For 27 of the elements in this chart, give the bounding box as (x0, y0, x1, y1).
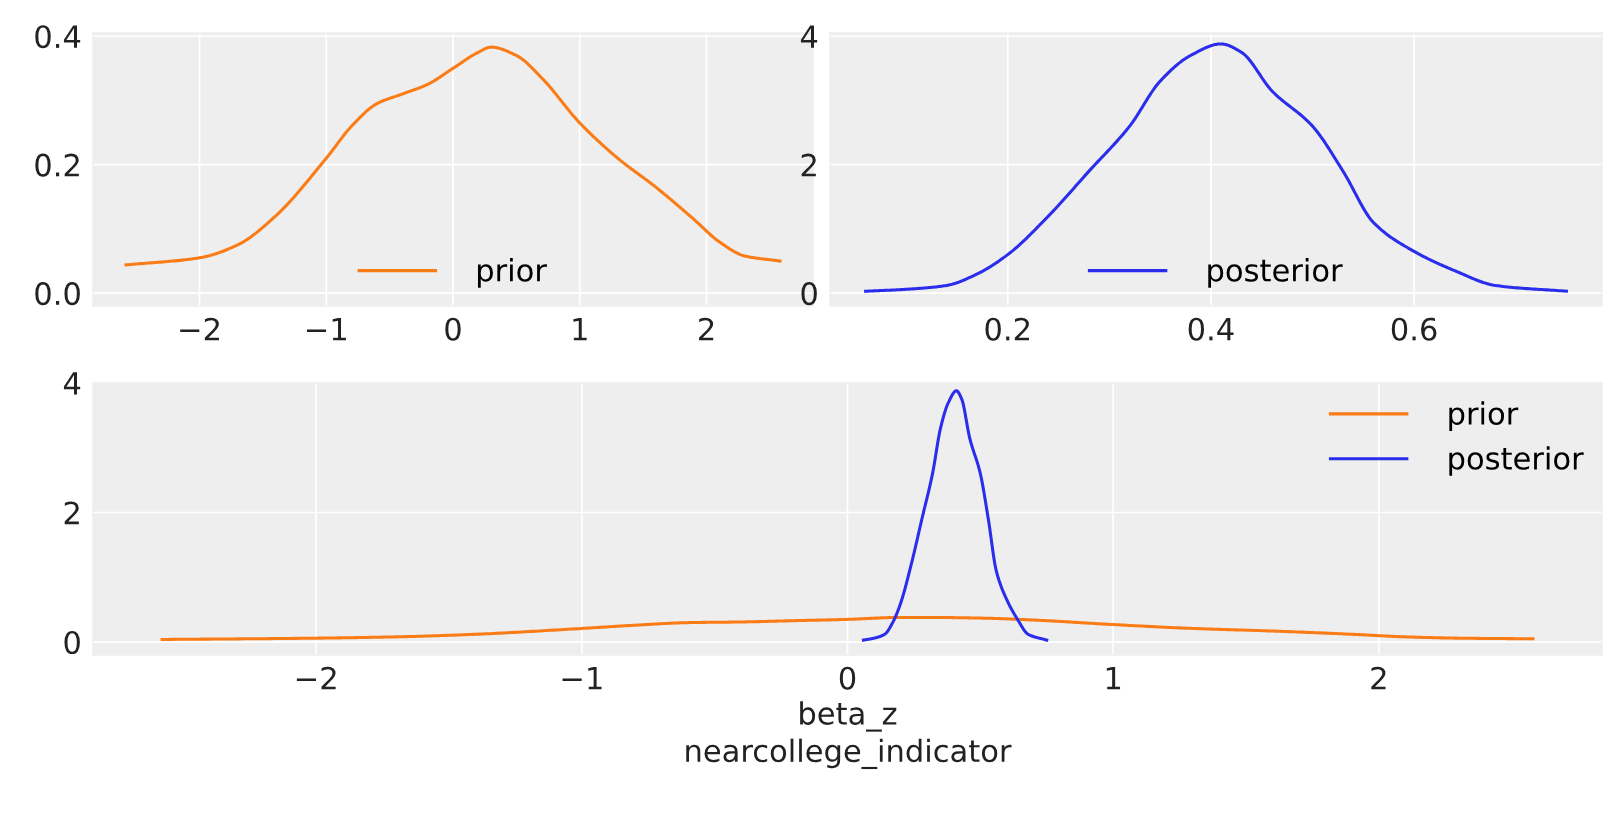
y-tick-label: 2 (801, 153, 816, 177)
legend-label: prior (477, 258, 547, 288)
x-tick-label: 0.6 (1391, 317, 1437, 341)
x-tick-label: 0 (445, 317, 461, 341)
x-tick-label: −2 (180, 317, 219, 341)
y-tick-label: 0 (801, 282, 817, 306)
x-axis-title: beta_z nearcollege_indicator (686, 701, 1012, 770)
y-tick-label: 4 (63, 372, 81, 395)
legend-label: prior (1449, 401, 1519, 431)
x-tick-label: 1 (573, 318, 587, 341)
x-tick-label: 1 (1106, 667, 1121, 690)
x-tick-label: 2 (1371, 666, 1386, 690)
y-tick-label: 0.2 (35, 153, 79, 177)
y-tick-label: 2 (64, 501, 79, 525)
x-tick-label: 2 (699, 317, 714, 341)
y-tick-label: 4 (800, 25, 818, 48)
legend-label: posterior (1449, 446, 1584, 476)
y-tick-label: 0 (64, 630, 80, 655)
x-tick-label: −1 (562, 667, 602, 690)
y-tick-label: 0.0 (35, 282, 80, 306)
legend-label: posterior (1208, 258, 1343, 288)
x-tick-label: 0.4 (1188, 317, 1234, 341)
x-tick-label: 0 (839, 666, 856, 690)
x-tick-label: 0.2 (985, 317, 1029, 341)
y-tick-label: 0.4 (35, 25, 81, 49)
x-tick-label: −1 (306, 318, 346, 341)
x-tick-label: −2 (296, 666, 336, 690)
